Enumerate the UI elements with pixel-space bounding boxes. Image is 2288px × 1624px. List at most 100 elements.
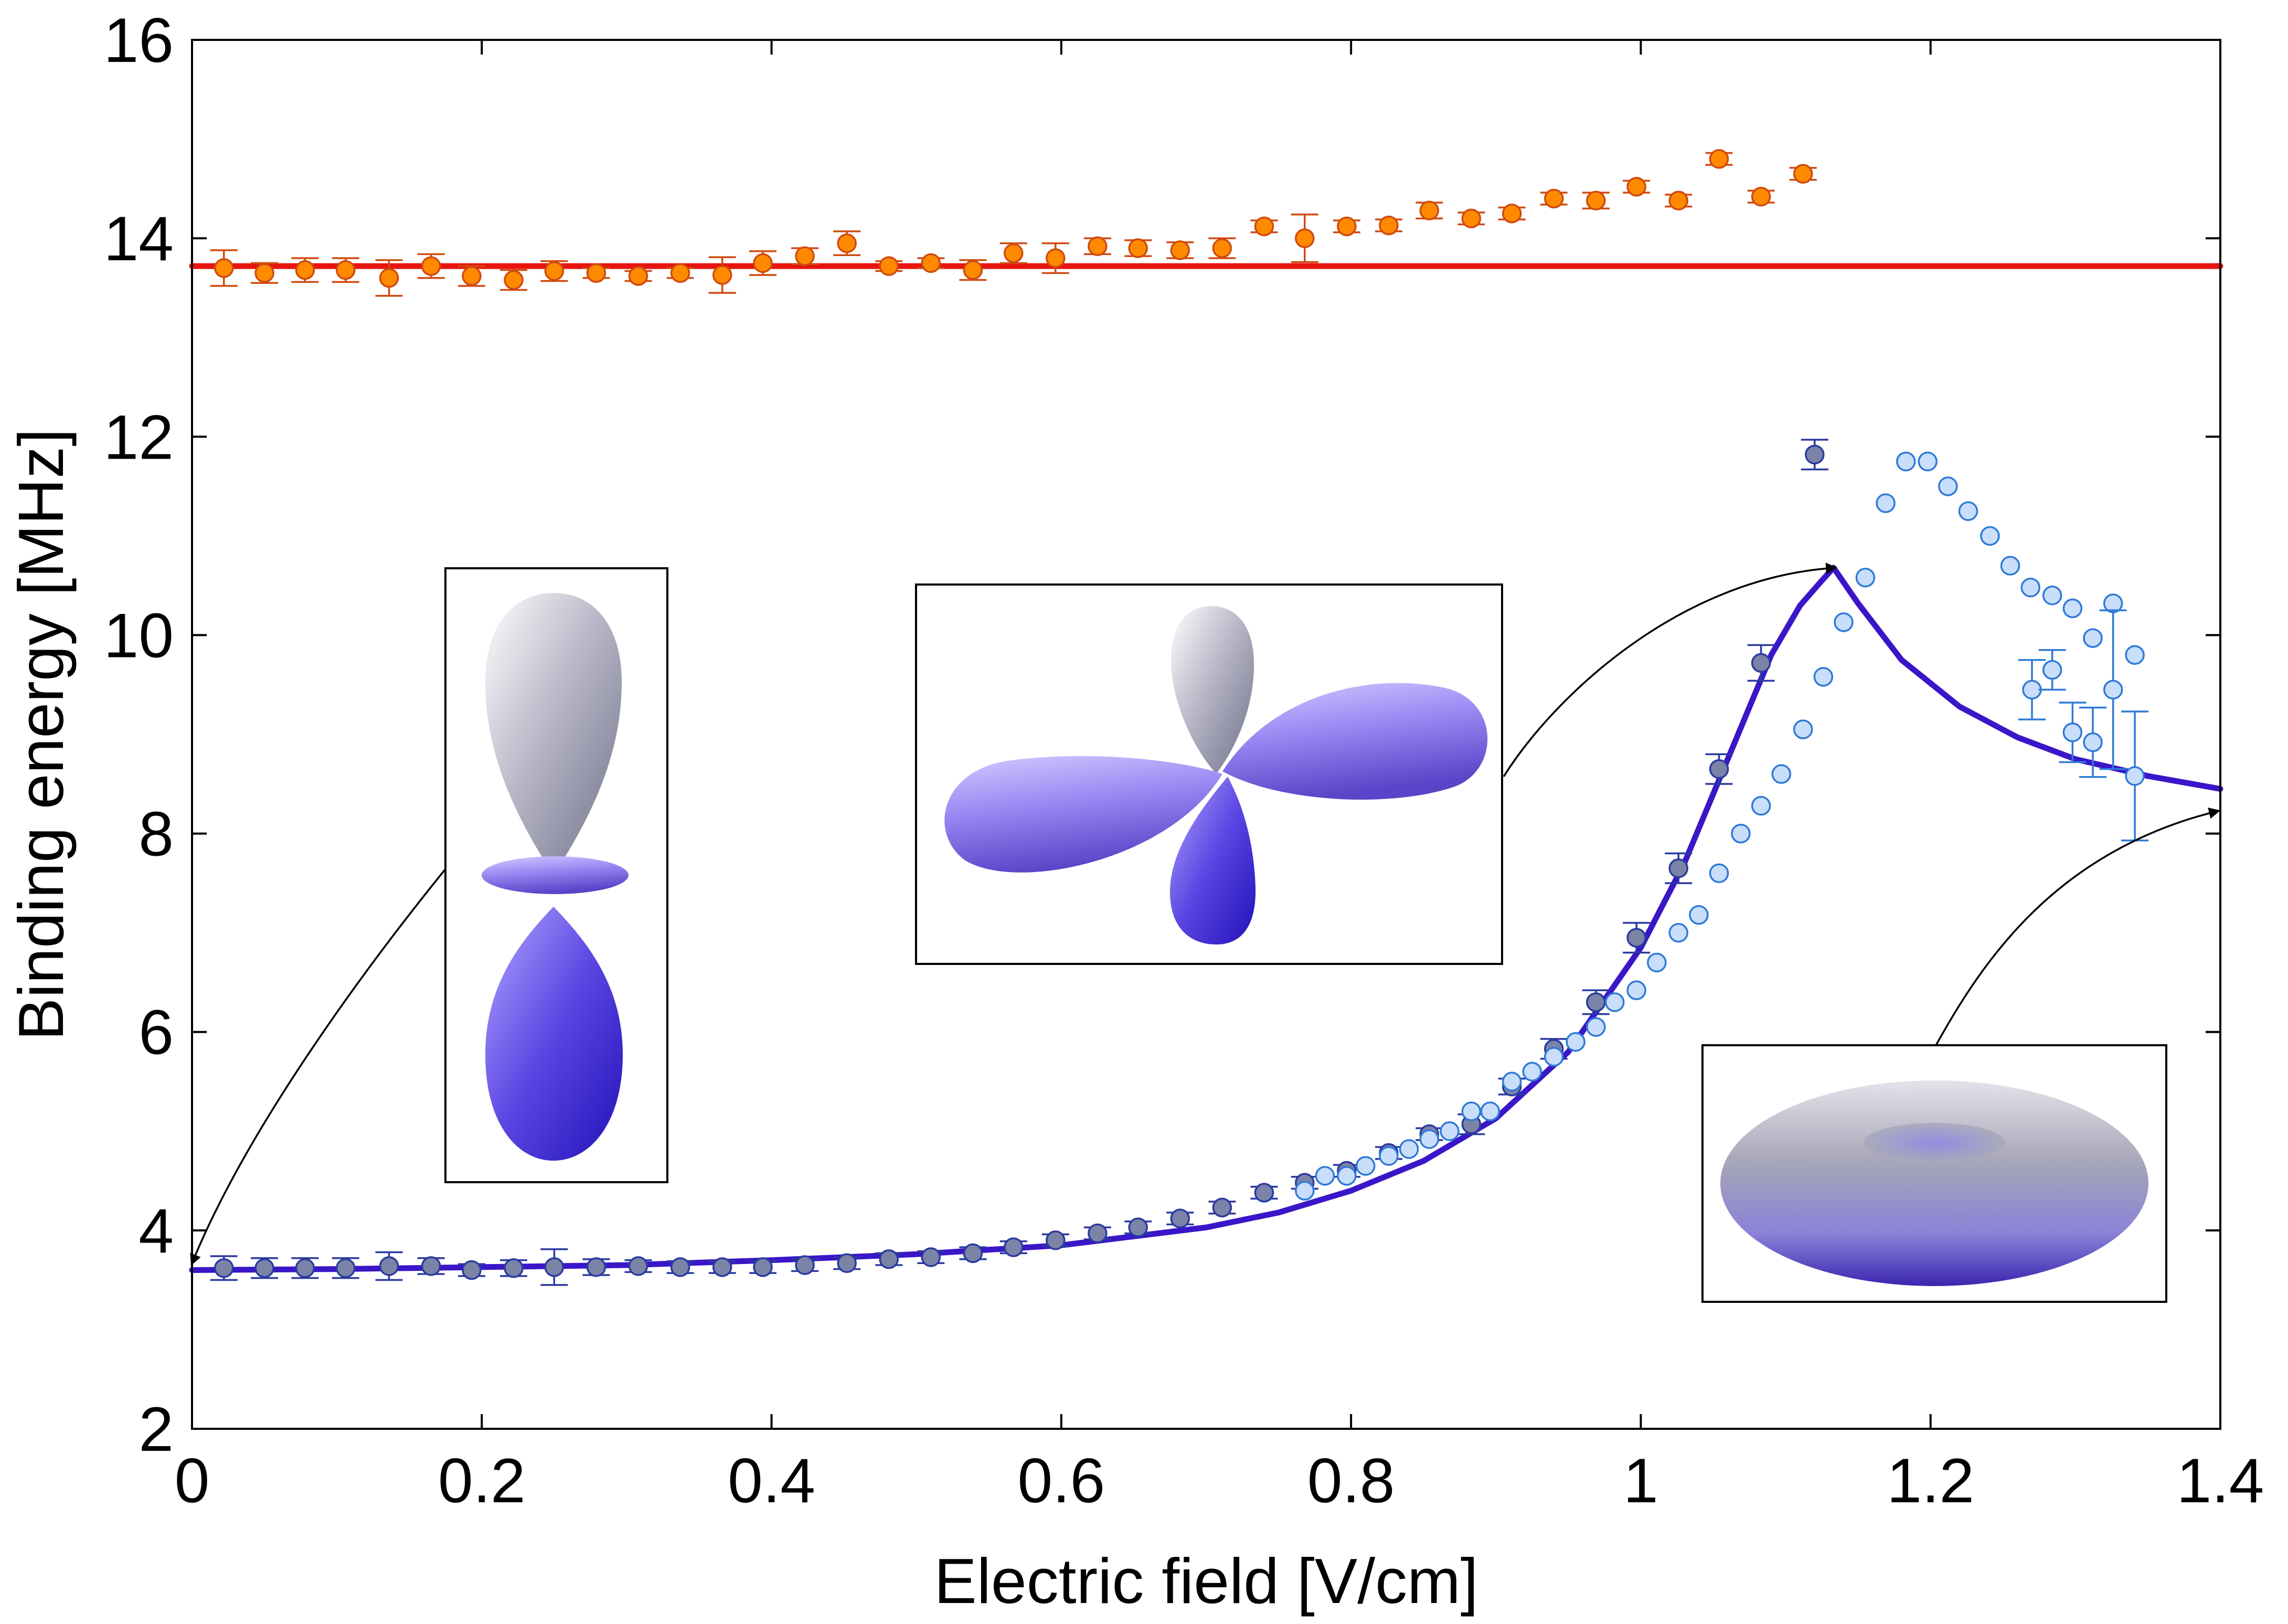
lower-theory-line (189, 565, 2223, 1273)
upper-data-point (1295, 228, 1315, 248)
lower-light-point (1918, 451, 1938, 472)
lower-dark-point (295, 1258, 315, 1278)
lower-light-point (1771, 764, 1792, 784)
upper-data-point (795, 246, 815, 266)
lower-dark-point (462, 1260, 482, 1280)
lower-light-point (2062, 722, 2083, 742)
upper-data-point (379, 268, 399, 288)
lower-dark-point (586, 1257, 606, 1277)
x-tick-label: 0.8 (1307, 1446, 1395, 1516)
lower-light-point (2125, 766, 2145, 786)
upper-data-point (421, 256, 441, 276)
upper-data-point (879, 256, 899, 276)
upper-data-point (1502, 204, 1522, 224)
x-tick-label: 0.2 (438, 1446, 526, 1516)
lower-light-point (2020, 577, 2041, 598)
lower-light-point (1399, 1139, 1419, 1159)
lower-dark-point (254, 1258, 274, 1278)
y-tick-label: 16 (104, 5, 174, 76)
lower-dark-point (628, 1256, 648, 1276)
axes-frame (191, 39, 2221, 1430)
arrow-middle-inset (1503, 562, 1838, 777)
torus-shape (1720, 1080, 2148, 1286)
upper-data-point (963, 260, 983, 280)
upper-data-point (544, 261, 565, 281)
upper-data-point (1419, 200, 1440, 220)
lower-light-point (1626, 980, 1646, 1001)
lower-dark-point (1751, 653, 1771, 673)
inset-middle (915, 583, 1503, 965)
upper-data-point (1046, 248, 1066, 268)
lower-light-point (1855, 568, 1876, 588)
lower-dark-point (1709, 759, 1729, 779)
lower-light-point (1668, 922, 1688, 943)
upper-data-point (1379, 215, 1399, 236)
lower-light-point (1604, 992, 1625, 1012)
upper-data-point (921, 253, 941, 273)
x-tick-label: 1.2 (1887, 1446, 1974, 1516)
data-points (210, 149, 2149, 1286)
lower-light-point (1751, 795, 1771, 816)
lower-light-point (1709, 863, 1729, 883)
lower-light-point (1938, 476, 1958, 496)
lower-dark-point (1046, 1230, 1066, 1250)
lower-light-point (1315, 1166, 1335, 1186)
torus-hole-shape (1864, 1123, 2005, 1163)
lower-dark-point (670, 1257, 690, 1277)
upper-data-point (1544, 188, 1564, 209)
bottom-lobe-shape (1170, 777, 1256, 944)
lower-light-point (1522, 1062, 1542, 1082)
inset-left (444, 567, 668, 1183)
upper-data-point (1626, 177, 1646, 197)
upper-data-point (1003, 243, 1024, 263)
y-tick-label: 14 (104, 204, 174, 274)
y-tick-label: 6 (139, 997, 174, 1068)
upper-data-point (1709, 149, 1729, 169)
upper-data-point (1751, 186, 1771, 207)
upper-data-point (628, 266, 648, 286)
y-tick-label: 2 (139, 1394, 174, 1464)
upper-data-point (335, 260, 356, 280)
lower-light-point (1337, 1166, 1357, 1186)
lower-light-point (1440, 1121, 1460, 1141)
lower-dark-point (879, 1249, 899, 1269)
lower-dark-point (837, 1253, 857, 1273)
lower-light-point (2083, 732, 2103, 752)
lower-dark-point (753, 1257, 773, 1277)
lower-light-point (1586, 1017, 1606, 1037)
upper-data-point (1088, 236, 1108, 257)
upper-data-point (1586, 190, 1606, 211)
lower-lobe-shape (485, 907, 623, 1161)
lower-dark-point (1170, 1208, 1190, 1228)
lower-light-point (2062, 598, 2083, 619)
lower-light-point (1295, 1181, 1315, 1201)
x-tick-label: 0.6 (1017, 1446, 1105, 1516)
arrow-right-inset (1935, 807, 2221, 1046)
upper-data-point (1668, 190, 1688, 211)
axis-ticks: 0 0.2 0.4 0.6 0.8 1 1.2 1.4 2 4 6 8 10 12 14 16 (104, 5, 2264, 1516)
upper-data-point (254, 263, 274, 283)
lower-dark-point (214, 1258, 234, 1278)
upper-data-point (670, 263, 690, 283)
x-tick-label: 1 (1623, 1446, 1658, 1516)
lower-dark-point (379, 1256, 399, 1276)
upper-data-point (1337, 216, 1357, 237)
lower-dark-point (921, 1247, 941, 1267)
lower-light-point (1566, 1032, 1585, 1052)
y-tick-label: 12 (104, 402, 174, 472)
lower-dark-point (504, 1258, 524, 1278)
lower-dark-point (1626, 928, 1646, 948)
lower-light-point (2083, 628, 2103, 648)
lower-light-point (2022, 680, 2042, 700)
lower-dark-point (421, 1256, 441, 1276)
upper-data-point (753, 253, 773, 273)
lower-light-point (1480, 1101, 1500, 1121)
upper-data-point (586, 263, 606, 283)
x-axis-title: Electric field [V/cm] (934, 1545, 1478, 1617)
lower-light-point (2042, 586, 2062, 606)
lower-light-point (1980, 526, 2000, 546)
upper-lobe-shape (485, 593, 622, 875)
lower-light-point (1379, 1146, 1399, 1166)
top-lobe-shape (1170, 606, 1254, 774)
